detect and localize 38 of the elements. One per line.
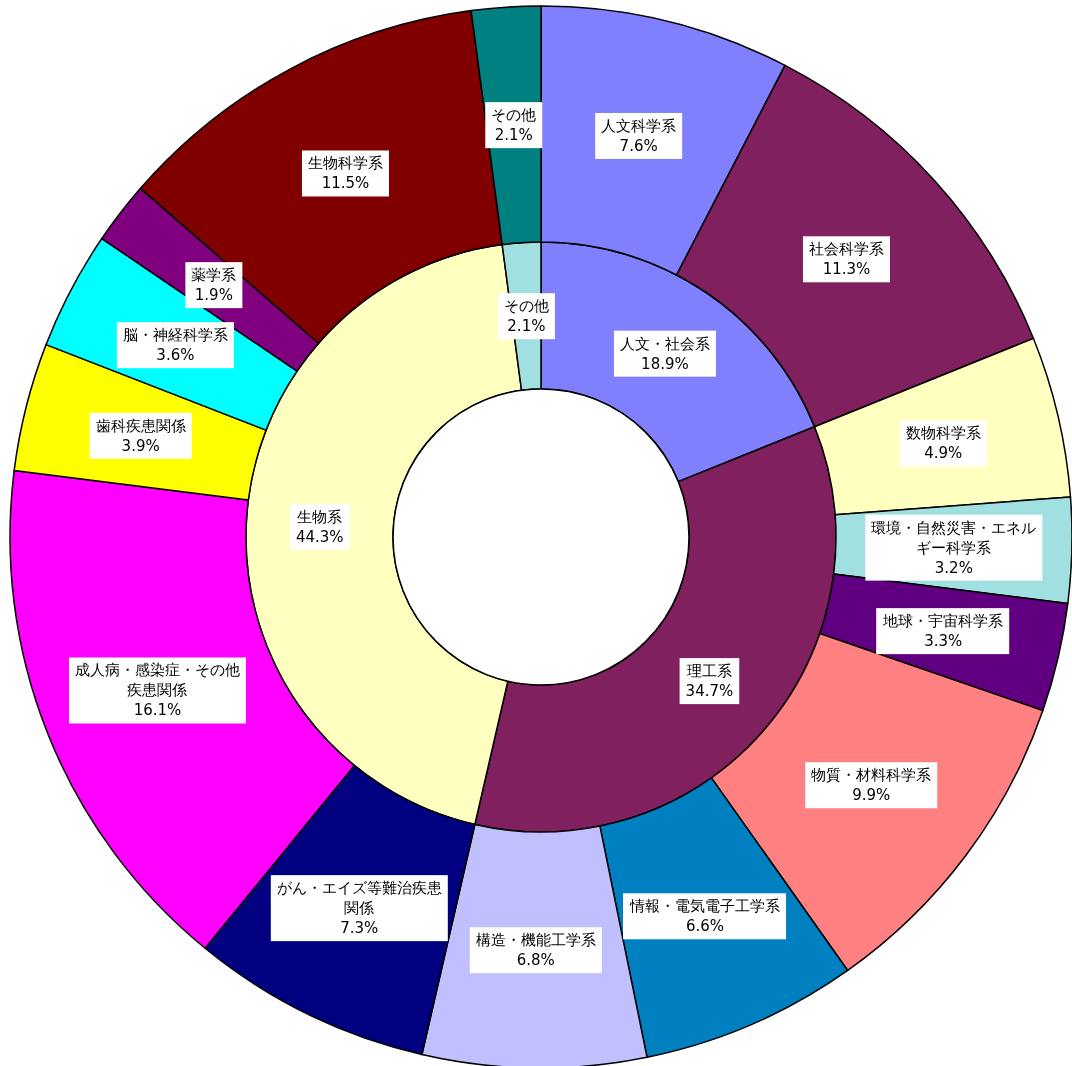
data-label: 3.3% (924, 632, 963, 651)
data-label: 7.3% (340, 919, 379, 938)
slice-label: 成人病・感染症・その他疾患関係 (74, 661, 240, 700)
data-label: 4.9% (924, 444, 963, 463)
data-label: 3.6% (156, 346, 195, 365)
data-label: 18.9% (641, 354, 689, 373)
data-label: 3.2% (934, 558, 973, 577)
data-label: 7.6% (619, 136, 658, 155)
slice-label: 数物科学系 (905, 424, 981, 443)
data-label: 44.3% (295, 527, 344, 546)
slice-label: 環境・自然災害・エネルギー科学系 (871, 518, 1037, 557)
slice-label: 生物科学系 (307, 154, 383, 173)
slice-label: 歯科疾患関係 (95, 416, 186, 435)
slice-label: 構造・機能工学系 (475, 931, 596, 950)
slice-label: 地球・宇宙科学系 (882, 612, 1004, 631)
slice-label: がん・エイズ等難治疾患関係 (276, 879, 442, 918)
data-label: 1.9% (194, 286, 233, 305)
slice-label: 理工系 (686, 662, 732, 681)
slice-label: 社会科学系 (808, 240, 884, 259)
data-label: 6.8% (516, 951, 555, 970)
data-label: 2.1% (507, 317, 546, 336)
data-label: 9.9% (852, 786, 891, 805)
slice-label: 脳・神経科学系 (122, 326, 228, 345)
data-label: 2.1% (494, 126, 533, 145)
data-label: 6.6% (685, 917, 725, 936)
slice-label: その他 (491, 106, 537, 125)
data-label: 16.1% (133, 701, 182, 720)
data-label: 11.5% (321, 174, 370, 193)
slice-label: 物質・材料科学系 (811, 766, 932, 785)
slice-label: 生物系 (297, 507, 343, 526)
slice-label: 情報・電気電子工学系 (629, 897, 781, 916)
data-label: 11.3% (822, 260, 871, 279)
slice-label: 人文・社会系 (619, 334, 710, 353)
data-label: 34.7% (685, 682, 734, 701)
slice-label: その他 (503, 297, 549, 316)
slice-label: 人文科学系 (601, 116, 677, 135)
slice-label: 薬学系 (191, 266, 237, 285)
data-label: 3.9% (121, 436, 160, 455)
